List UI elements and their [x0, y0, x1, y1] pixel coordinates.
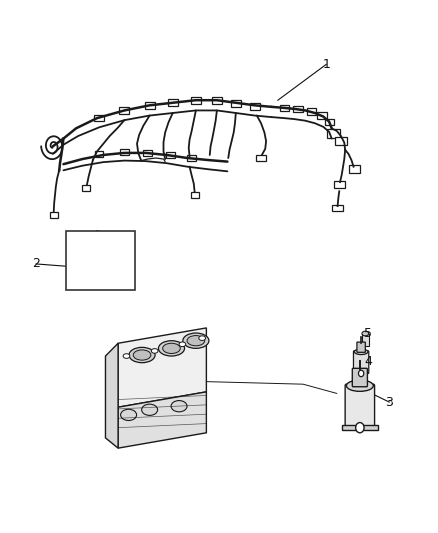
Ellipse shape: [159, 341, 184, 356]
Bar: [318, 112, 327, 119]
Bar: [307, 108, 316, 115]
Bar: [231, 100, 241, 107]
Ellipse shape: [120, 409, 137, 421]
Bar: [332, 205, 343, 212]
Circle shape: [358, 370, 364, 377]
FancyBboxPatch shape: [353, 351, 369, 374]
Bar: [119, 107, 130, 114]
Polygon shape: [93, 237, 100, 254]
Ellipse shape: [179, 342, 186, 346]
Bar: [293, 107, 303, 112]
Bar: [250, 103, 260, 110]
Ellipse shape: [123, 354, 130, 358]
Bar: [325, 119, 334, 125]
Bar: [145, 102, 155, 109]
Ellipse shape: [362, 331, 369, 336]
Ellipse shape: [129, 348, 155, 362]
Circle shape: [356, 423, 364, 433]
Ellipse shape: [171, 401, 187, 412]
Polygon shape: [106, 343, 118, 448]
Text: 5: 5: [364, 327, 372, 340]
Bar: [327, 129, 340, 138]
FancyBboxPatch shape: [352, 368, 367, 387]
Bar: [66, 231, 135, 289]
Bar: [279, 105, 289, 111]
Ellipse shape: [187, 336, 205, 346]
Bar: [342, 425, 378, 430]
Bar: [94, 115, 104, 122]
Bar: [82, 185, 90, 191]
Bar: [191, 192, 199, 198]
Bar: [168, 100, 178, 106]
Ellipse shape: [151, 349, 158, 353]
Polygon shape: [93, 250, 101, 261]
Bar: [362, 334, 369, 346]
Bar: [212, 97, 222, 103]
Ellipse shape: [133, 350, 151, 360]
Ellipse shape: [354, 349, 368, 354]
Bar: [334, 181, 345, 188]
Ellipse shape: [141, 404, 158, 415]
Bar: [166, 152, 175, 158]
Ellipse shape: [199, 336, 205, 341]
Bar: [187, 155, 196, 161]
FancyBboxPatch shape: [345, 384, 374, 429]
Polygon shape: [118, 328, 206, 407]
Bar: [94, 255, 100, 269]
Bar: [191, 97, 201, 103]
Bar: [95, 151, 103, 157]
Bar: [256, 155, 266, 161]
Ellipse shape: [346, 380, 373, 391]
Text: 1: 1: [322, 58, 330, 71]
Ellipse shape: [162, 343, 180, 353]
Bar: [120, 149, 129, 155]
Polygon shape: [118, 392, 206, 448]
Text: 4: 4: [364, 354, 372, 368]
Ellipse shape: [183, 333, 209, 349]
FancyBboxPatch shape: [357, 342, 365, 352]
Bar: [143, 150, 152, 156]
Text: 3: 3: [385, 395, 393, 409]
Text: 2: 2: [32, 257, 40, 270]
Bar: [335, 137, 347, 145]
Bar: [349, 165, 360, 173]
Bar: [49, 212, 58, 219]
